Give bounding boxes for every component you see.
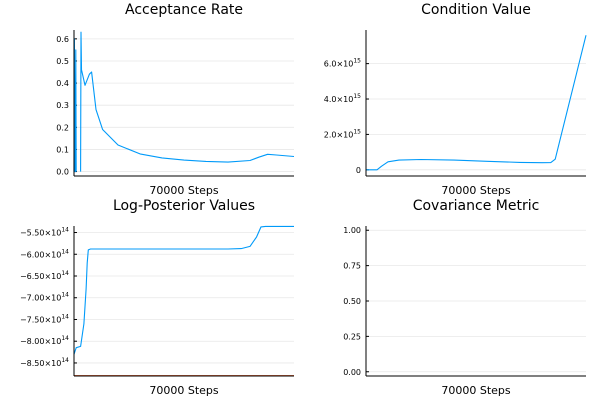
y-tick-label: 0.75 <box>343 262 361 271</box>
y-tick-label: 0.1 <box>56 145 69 154</box>
x-axis-label: 70000 Steps <box>149 184 219 197</box>
subplot-3: Log-Posterior Values −8.50×1014 −8.00×1014… <box>20 198 294 397</box>
y-tick-label: 0.0 <box>56 168 69 177</box>
y-tick-label: 0.4 <box>56 79 69 88</box>
y-tick-label: −8.00×1014 <box>20 335 69 346</box>
y-tick-label: 2.0×1015 <box>324 128 361 139</box>
y-tick-label: −6.50×1014 <box>20 270 69 281</box>
subplot-title: Condition Value <box>421 2 531 18</box>
series-line-1 <box>366 35 587 171</box>
subplot-4: Covariance Metric 0.00 0.25 0.50 0.75 1.00 700… <box>343 198 586 397</box>
y-tick-label: −7.50×1014 <box>20 313 69 324</box>
y-tick-label: 0.2 <box>56 123 69 132</box>
subplot-title: Covariance Metric <box>413 198 540 214</box>
y-tick-label: 4.0×1015 <box>324 93 361 104</box>
subplot-title: Acceptance Rate <box>125 2 243 18</box>
subplot-1: Acceptance Rate 0.0 0.1 0.2 0.3 0.4 0.5 0.6 7000… <box>56 2 295 197</box>
y-tick-label: −8.50×1014 <box>20 357 69 368</box>
series-line-2 <box>73 225 294 355</box>
y-tick-label: 6.0×1015 <box>324 58 361 69</box>
y-tick-label: −6.00×1014 <box>20 248 69 259</box>
y-tick-label: 0.25 <box>343 332 361 341</box>
y-tick-label: 0.00 <box>343 368 361 377</box>
y-tick-label: −5.50×1014 <box>20 227 69 238</box>
y-tick-label: 1.00 <box>343 226 361 235</box>
y-tick-label: 0.5 <box>56 57 69 66</box>
subplot-title: Log-Posterior Values <box>113 198 255 214</box>
y-tick-label: 0.3 <box>56 101 69 110</box>
y-tick-label: −7.00×1014 <box>20 292 69 303</box>
x-axis-label: 70000 Steps <box>441 184 511 197</box>
y-tick-label: 0 <box>356 166 361 175</box>
x-axis-label: 70000 Steps <box>441 384 511 397</box>
series-line-2 <box>80 31 295 172</box>
subplot-2: Condition Value 0 2.0×1015 4.0×1015 6.0×1015… <box>324 2 587 197</box>
y-tick-label: 0.50 <box>343 297 361 306</box>
x-axis-label: 70000 Steps <box>149 384 219 397</box>
y-tick-label: 0.6 <box>56 35 69 44</box>
